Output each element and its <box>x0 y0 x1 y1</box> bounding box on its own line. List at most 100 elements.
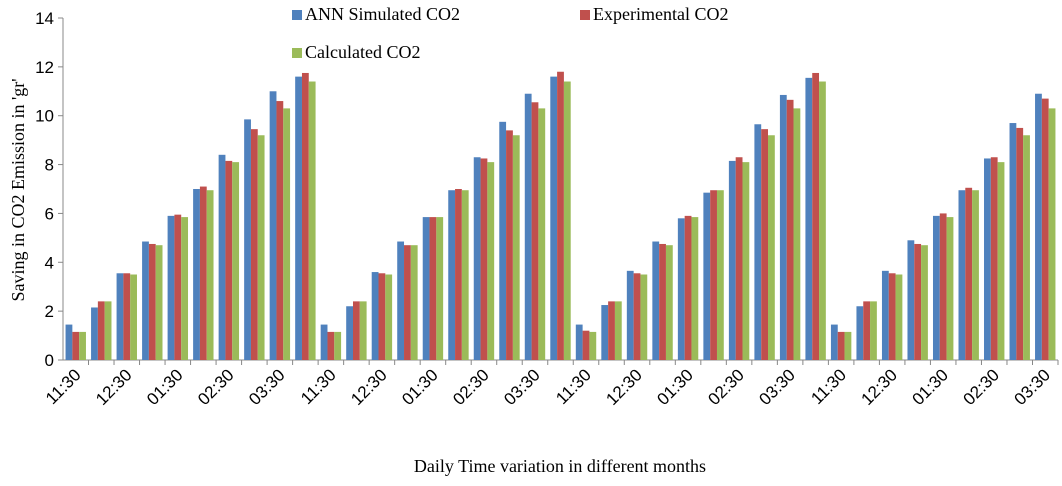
bar <box>844 331 852 360</box>
bar <box>914 243 922 360</box>
bar <box>837 331 845 360</box>
bar <box>352 301 360 360</box>
bar <box>863 301 871 360</box>
bar <box>856 306 864 360</box>
bar <box>652 241 660 360</box>
bar <box>385 274 393 360</box>
bar <box>65 324 73 360</box>
bar <box>250 129 258 360</box>
bar <box>990 157 998 360</box>
bar <box>269 91 277 361</box>
bar <box>932 215 940 360</box>
x-tick-label: 03:30 <box>500 365 544 409</box>
x-tick-label: 11:30 <box>807 365 850 408</box>
x-tick-label: 03:30 <box>755 365 799 409</box>
bar <box>589 331 597 360</box>
bar <box>1023 135 1030 360</box>
bar <box>754 124 762 360</box>
bar <box>487 162 495 360</box>
bar <box>563 81 571 360</box>
bar <box>429 217 437 360</box>
y-axis-title: Saving in CO2 Emission in 'gr' <box>8 79 28 302</box>
x-tick-label: 02:30 <box>194 365 238 409</box>
bar <box>334 331 342 360</box>
y-tick-label: 4 <box>45 253 54 272</box>
bar <box>218 154 226 360</box>
x-tick-label: 11:30 <box>552 365 595 408</box>
bar <box>104 301 112 360</box>
bar <box>193 189 200 360</box>
bar <box>512 135 520 360</box>
bar <box>455 189 462 360</box>
x-tick-label: 02:30 <box>449 365 493 409</box>
bar <box>626 270 634 360</box>
y-tick-label: 6 <box>45 204 54 223</box>
bar <box>728 160 736 360</box>
legend-label: ANN Simulated CO2 <box>305 4 460 24</box>
bar <box>422 217 430 360</box>
bar <box>557 71 564 360</box>
bar <box>91 307 98 360</box>
bar <box>805 77 813 360</box>
x-tick-label: 01:30 <box>398 365 442 409</box>
y-tick-label: 12 <box>35 58 54 77</box>
bar <box>779 94 787 360</box>
bar <box>448 190 456 360</box>
bar <box>538 108 546 360</box>
legend-swatch <box>292 10 302 20</box>
x-tick-label: 12:30 <box>92 365 136 409</box>
bar <box>582 330 590 360</box>
bar <box>677 218 685 360</box>
bar <box>181 217 189 360</box>
x-tick-label: 12:30 <box>347 365 391 409</box>
bar <box>79 331 86 360</box>
bar <box>984 158 991 360</box>
y-tick-label: 0 <box>45 351 54 370</box>
bar <box>461 190 469 360</box>
bar <box>793 108 801 360</box>
bar <box>473 157 481 360</box>
legend-swatch <box>292 48 302 58</box>
bar <box>640 274 648 360</box>
bar <box>761 129 769 360</box>
bar <box>614 301 622 360</box>
x-axis-title: Daily Time variation in different months <box>414 456 706 476</box>
bar <box>167 215 175 360</box>
bar <box>206 190 214 360</box>
bar <box>735 157 743 360</box>
bar <box>1016 127 1024 360</box>
bar <box>276 101 284 361</box>
bar <box>870 301 877 360</box>
bar <box>939 213 947 360</box>
x-tick-label: 02:30 <box>704 365 748 409</box>
legend-label: Experimental CO2 <box>593 4 728 24</box>
bar <box>684 215 692 360</box>
y-tick-label: 14 <box>35 9 54 28</box>
bar <box>575 324 583 360</box>
y-tick-label: 8 <box>45 156 54 175</box>
bar <box>786 99 794 360</box>
bar <box>965 187 973 360</box>
bar <box>895 274 903 360</box>
bar <box>499 121 507 360</box>
x-tick-label: 02:30 <box>960 365 1004 409</box>
bar <box>531 102 539 361</box>
legend-swatch <box>580 10 590 20</box>
bar <box>320 324 328 360</box>
bar <box>997 162 1005 360</box>
bar <box>710 190 717 360</box>
bar <box>958 190 966 360</box>
bar <box>703 192 711 360</box>
bar <box>359 301 367 360</box>
bar <box>327 331 335 360</box>
bar <box>659 243 666 360</box>
bar <box>283 108 291 360</box>
bar <box>480 158 488 360</box>
bar <box>404 245 411 360</box>
bar <box>410 245 418 360</box>
bar <box>946 217 954 360</box>
bar <box>232 162 240 360</box>
x-tick-label: 01:30 <box>909 365 953 409</box>
bar <box>665 245 673 360</box>
